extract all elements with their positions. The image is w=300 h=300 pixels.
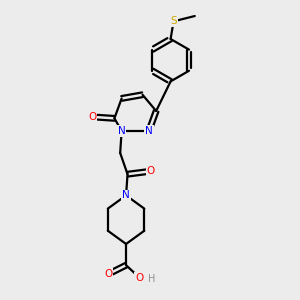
Text: H: H	[148, 274, 155, 284]
Text: S: S	[170, 16, 177, 26]
Text: O: O	[104, 269, 112, 279]
Text: O: O	[88, 112, 96, 122]
Text: O: O	[146, 166, 154, 176]
Text: N: N	[145, 126, 153, 136]
Text: N: N	[118, 126, 125, 136]
Text: O: O	[135, 272, 143, 283]
Text: N: N	[122, 190, 130, 200]
